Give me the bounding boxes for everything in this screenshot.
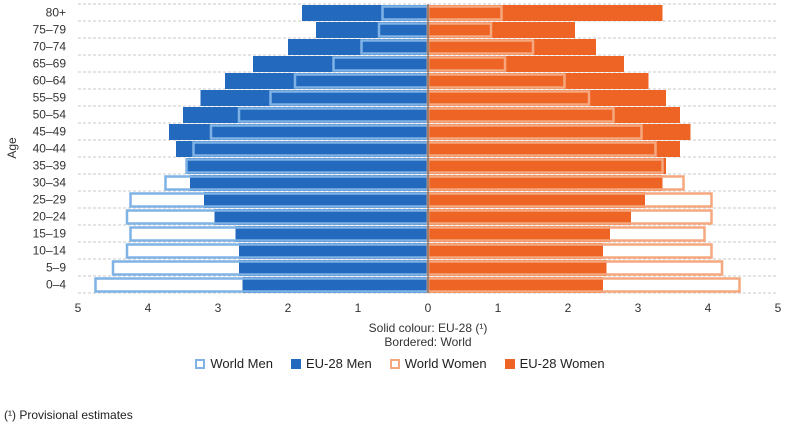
bar-eu-28-men <box>235 226 428 242</box>
bar-eu-28-men <box>242 277 428 293</box>
footnote: (¹) Provisional estimates <box>4 408 133 422</box>
bar-eu-28-men <box>183 107 428 123</box>
x-tick-label: 5 <box>775 301 782 315</box>
bar-eu-28-women <box>428 226 610 242</box>
bar-eu-28-women <box>428 243 603 259</box>
y-tick-label: 65–69 <box>33 57 67 71</box>
x-tick-label: 4 <box>705 301 712 315</box>
x-tick-label: 5 <box>75 301 82 315</box>
legend-item: EU-28 Women <box>504 356 605 371</box>
legend-swatch <box>195 358 206 369</box>
bar-eu-28-women <box>428 73 649 89</box>
bar-eu-28-women <box>428 175 663 191</box>
bar-eu-28-men <box>214 209 428 225</box>
y-tick-label: 75–79 <box>33 23 67 37</box>
bar-eu-28-men <box>253 56 428 72</box>
x-tick-label: 1 <box>355 301 362 315</box>
bar-eu-28-men <box>288 39 428 55</box>
legend-swatch <box>504 358 515 369</box>
y-tick-label: 10–14 <box>33 244 67 258</box>
bar-eu-28-women <box>428 39 596 55</box>
x-tick-label: 3 <box>635 301 642 315</box>
y-tick-label: 30–34 <box>33 176 67 190</box>
y-tick-label: 5–9 <box>46 261 66 275</box>
legend-label: EU-28 Men <box>305 356 372 371</box>
y-tick-label: 35–39 <box>33 159 67 173</box>
x-axis-label-line2: Bordered: World <box>384 335 471 349</box>
bar-eu-28-women <box>428 90 666 106</box>
legend-label: World Women <box>404 356 487 371</box>
bar-eu-28-women <box>428 124 691 140</box>
bar-eu-28-men <box>316 22 428 38</box>
x-tick-label: 0 <box>425 301 432 315</box>
legend-label: EU-28 Women <box>519 356 605 371</box>
x-tick-label: 4 <box>145 301 152 315</box>
y-tick-label: 15–19 <box>33 227 67 241</box>
y-tick-label: 40–44 <box>33 142 67 156</box>
bar-eu-28-men <box>225 73 428 89</box>
y-tick-label: 0–4 <box>46 278 66 292</box>
bars <box>94 4 741 293</box>
legend-label: World Men <box>210 356 273 371</box>
y-tick-label: 55–59 <box>33 91 67 105</box>
bar-eu-28-men <box>239 260 428 276</box>
bar-eu-28-women <box>428 107 680 123</box>
y-axis-label: Age <box>5 137 19 159</box>
bar-eu-28-men <box>186 158 428 174</box>
y-tick-label: 70–74 <box>33 40 67 54</box>
x-tick-label: 1 <box>495 301 502 315</box>
x-tick-label: 2 <box>285 301 292 315</box>
bar-eu-28-women <box>428 22 575 38</box>
legend-item: World Women <box>389 356 487 371</box>
x-tick-label: 2 <box>565 301 572 315</box>
y-tick-labels: 0–4 5–9 10–14 15–19 20–24 25–29 30–34 35–39 40–4… <box>33 6 67 292</box>
bar-eu-28-women <box>428 56 624 72</box>
bar-eu-28-men <box>169 124 428 140</box>
bar-eu-28-men <box>190 175 428 191</box>
x-tick-labels: 5 4 3 2 1 0 1 2 3 4 5 <box>75 301 782 315</box>
bar-eu-28-women <box>428 141 680 157</box>
y-tick-label: 60–64 <box>33 74 67 88</box>
bar-eu-28-men <box>204 192 428 208</box>
bar-eu-28-men <box>176 141 428 157</box>
bar-eu-28-women <box>428 209 631 225</box>
y-tick-label: 20–24 <box>33 210 67 224</box>
bar-eu-28-women <box>428 260 607 276</box>
y-tick-label: 25–29 <box>33 193 67 207</box>
bar-eu-28-women <box>428 192 645 208</box>
legend-item: World Men <box>195 356 273 371</box>
bar-eu-28-women <box>428 5 663 21</box>
bar-eu-28-men <box>302 5 428 21</box>
legend-swatch <box>290 358 301 369</box>
bar-eu-28-men <box>239 243 428 259</box>
y-tick-label: 50–54 <box>33 108 67 122</box>
x-axis-label-line1: Solid colour: EU-28 (¹) <box>369 321 488 335</box>
legend: World Men EU-28 Men World Women EU-28 Women <box>0 356 800 371</box>
bar-eu-28-men <box>200 90 428 106</box>
x-tick-label: 3 <box>215 301 222 315</box>
legend-item: EU-28 Men <box>290 356 372 371</box>
bar-eu-28-women <box>428 277 603 293</box>
y-tick-label: 80+ <box>46 6 66 20</box>
y-tick-label: 45–49 <box>33 125 67 139</box>
bar-eu-28-women <box>428 158 666 174</box>
legend-swatch <box>389 358 400 369</box>
